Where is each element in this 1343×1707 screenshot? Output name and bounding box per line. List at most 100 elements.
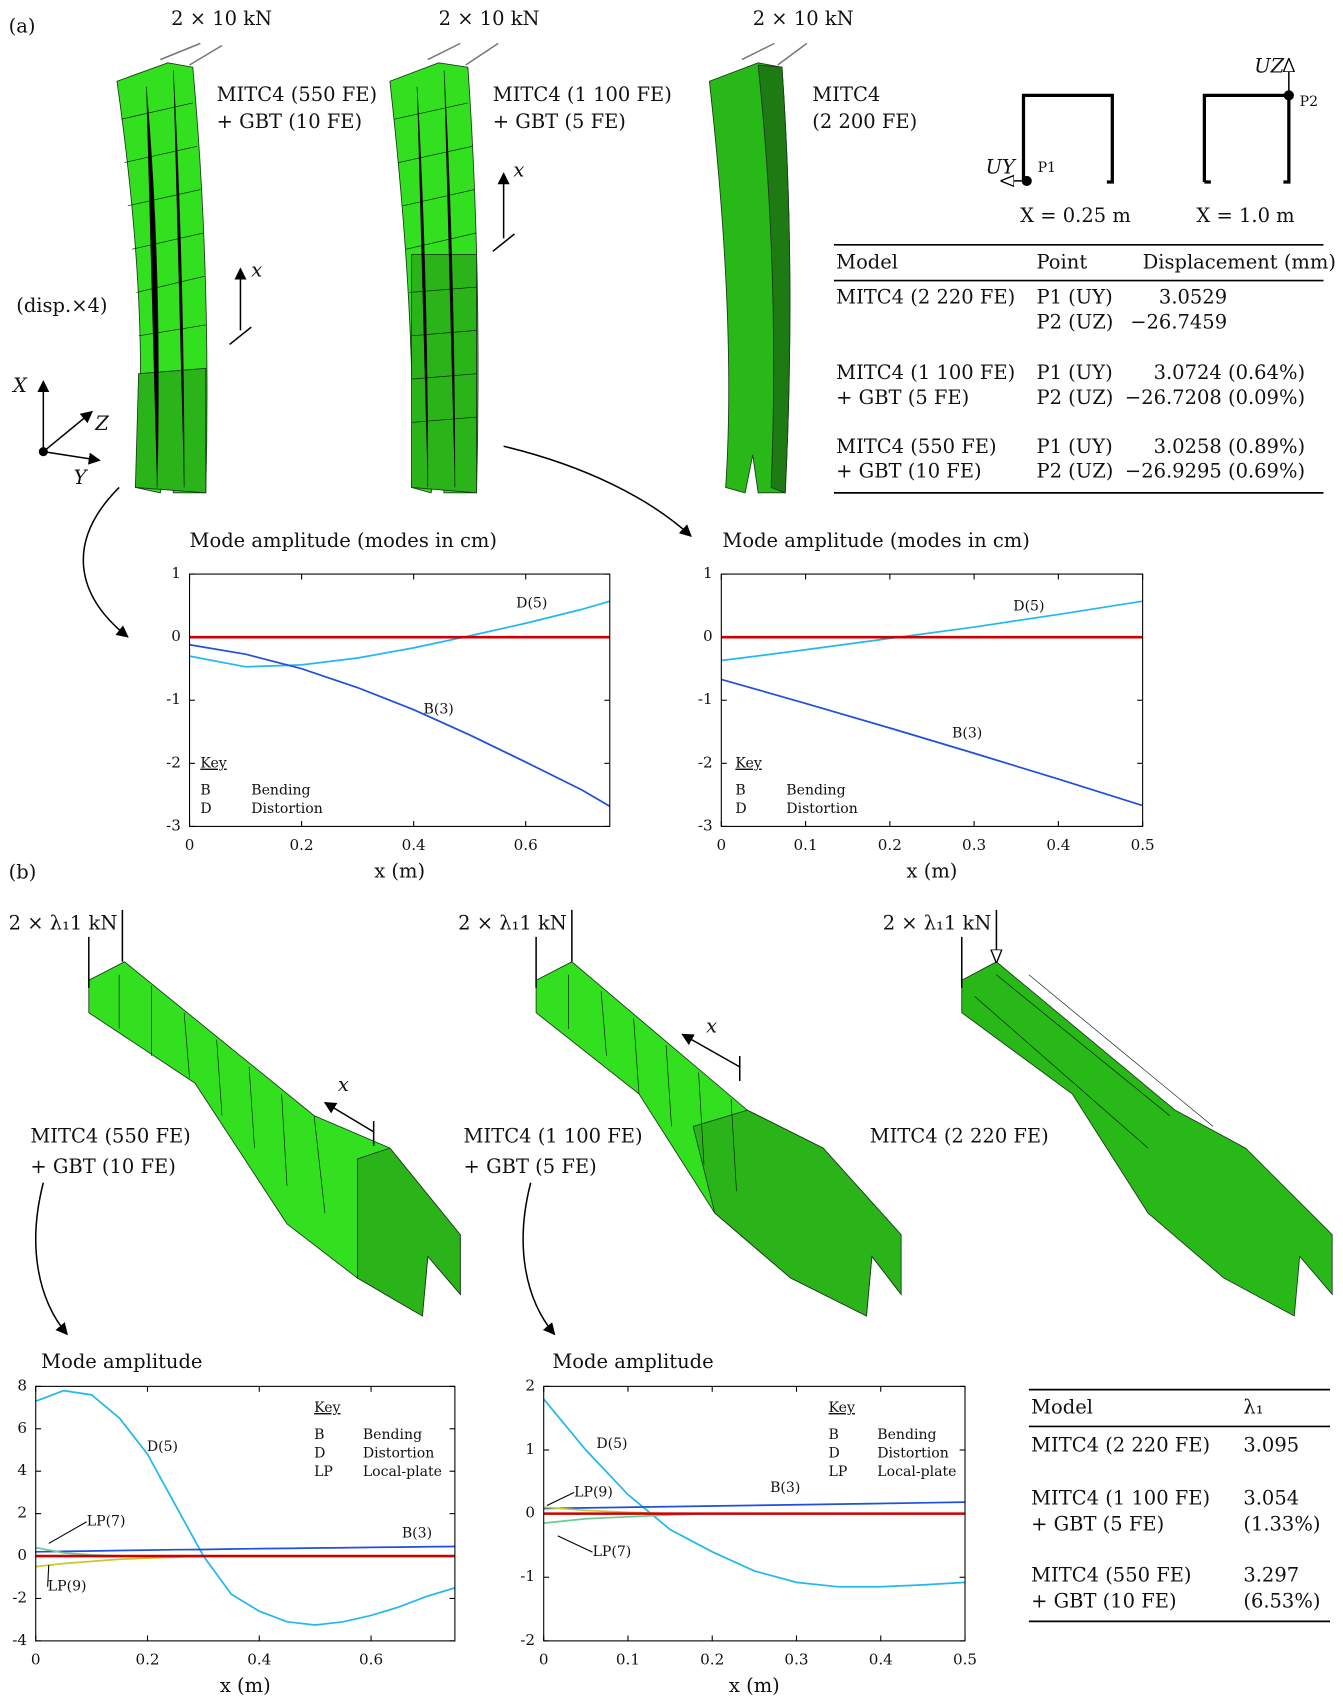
- load-label: 2 × λ₁1 kN: [9, 911, 118, 934]
- table-header: λ₁: [1243, 1396, 1263, 1419]
- panel-label: (b): [9, 860, 37, 883]
- key-text: Bending: [786, 783, 845, 799]
- model-label: MITC4 (2 220 FE): [870, 1125, 1049, 1148]
- x-tick-label: 0.6: [359, 1650, 383, 1668]
- key-title: Key: [200, 756, 226, 772]
- model-label: MITC4 (1 100 FE): [464, 1125, 643, 1148]
- x-tick-label: 0.3: [784, 1650, 808, 1668]
- y-tick-label: 6: [17, 1419, 27, 1437]
- table-cell: P1 (UY): [1036, 285, 1112, 308]
- y-tick-label: 0: [703, 627, 713, 645]
- table-cell: 3.0724 (0.64%): [1154, 361, 1305, 384]
- x-tick-label: 0.4: [1046, 836, 1070, 854]
- series-label: LP(7): [87, 1514, 126, 1530]
- table-cell: MITC4 (1 100 FE): [1031, 1487, 1210, 1510]
- axis-name: Z: [94, 412, 109, 435]
- key-code: B: [735, 783, 745, 799]
- table-cell: 3.297: [1243, 1563, 1299, 1586]
- key-code: LP: [314, 1464, 333, 1480]
- table-cell: + GBT (5 FE): [1031, 1512, 1164, 1535]
- figure: (a) 2 × 10 kN 2 × 10 kN 2 × 10 kN MITC4 …: [0, 0, 1343, 1707]
- series-label: D(5): [516, 595, 547, 611]
- panel-label: (a): [9, 15, 36, 38]
- table-header: Point: [1036, 251, 1087, 274]
- series-label: D(5): [596, 1436, 627, 1452]
- load-label: 2 × 10 kN: [753, 7, 854, 30]
- axis-name: x: [706, 1014, 717, 1037]
- section-label: P2: [1300, 94, 1318, 110]
- x-tick-label: 0.1: [616, 1650, 640, 1668]
- x-tick-label: 0: [185, 836, 195, 854]
- table-cell: MITC4 (1 100 FE): [836, 361, 1015, 384]
- x-tick-label: 0: [716, 836, 726, 854]
- y-tick-label: 2: [525, 1376, 535, 1394]
- axis-name: X: [11, 374, 28, 397]
- chart-title: Mode amplitude: [552, 1350, 713, 1373]
- key-code: D: [314, 1446, 325, 1462]
- y-tick-label: 0: [525, 1504, 535, 1522]
- key-code: D: [829, 1446, 840, 1462]
- table-cell: P2 (UZ): [1036, 386, 1113, 409]
- x-tick-label: 0.2: [290, 836, 314, 854]
- key-code: LP: [829, 1464, 848, 1480]
- load-label: 2 × 10 kN: [439, 7, 540, 30]
- key-code: B: [829, 1427, 839, 1443]
- y-tick-label: -2: [520, 1631, 535, 1649]
- key-title: Key: [829, 1400, 855, 1416]
- load-label: 2 × λ₁1 kN: [458, 911, 567, 934]
- key-text: Local-plate: [363, 1464, 442, 1480]
- series-line: [36, 1391, 455, 1625]
- model-label: + GBT (5 FE): [493, 110, 626, 133]
- model-label: + GBT (10 FE): [217, 110, 363, 133]
- table-cell: + GBT (10 FE): [1031, 1589, 1177, 1612]
- disp-note: (disp.×4): [16, 294, 107, 317]
- y-tick-label: 2: [17, 1504, 27, 1522]
- key-text: Bending: [877, 1427, 936, 1443]
- model-label: MITC4 (550 FE): [30, 1125, 190, 1148]
- y-tick-label: 4: [17, 1461, 27, 1479]
- series-line: [36, 1556, 455, 1567]
- y-tick-label: -4: [12, 1631, 27, 1649]
- key-code: B: [200, 783, 210, 799]
- table-cell: −26.9295 (0.69%): [1125, 460, 1305, 483]
- series-label: B(3): [770, 1480, 800, 1496]
- table-cell: MITC4 (2 220 FE): [1031, 1433, 1210, 1456]
- table-header: Model: [1031, 1396, 1093, 1419]
- y-tick-label: -1: [520, 1567, 535, 1585]
- series-label: LP(9): [574, 1485, 613, 1501]
- series-label: LP(9): [48, 1579, 87, 1595]
- key-text: Distortion: [363, 1446, 435, 1462]
- key-text: Distortion: [786, 801, 858, 817]
- y-tick-label: 8: [17, 1376, 27, 1394]
- section-label: P1: [1038, 160, 1056, 176]
- x-tick-label: 0.5: [953, 1650, 977, 1668]
- table-cell: + GBT (10 FE): [836, 460, 982, 483]
- y-tick-label: -1: [698, 690, 713, 708]
- y-tick-label: -2: [166, 753, 181, 771]
- table-cell: P1 (UY): [1036, 435, 1112, 458]
- x-tick-label: 0.1: [794, 836, 818, 854]
- x-axis-label: x (m): [729, 1674, 780, 1697]
- x-tick-label: 0.4: [247, 1650, 271, 1668]
- table-header: Displacement (mm): [1143, 251, 1336, 274]
- section-label: UZ: [1254, 55, 1284, 78]
- series-label: D(5): [1013, 599, 1044, 615]
- model-label: MITC4 (1 100 FE): [493, 83, 672, 106]
- x-tick-label: 0: [539, 1650, 549, 1668]
- series-line: [721, 679, 1142, 805]
- model-label: + GBT (5 FE): [464, 1155, 597, 1178]
- series-line: [721, 601, 1142, 660]
- x-tick-label: 0.2: [878, 836, 902, 854]
- y-tick-label: -2: [698, 753, 713, 771]
- table-cell: P2 (UZ): [1036, 460, 1113, 483]
- axis-name: x: [338, 1073, 349, 1096]
- series-line: [544, 1502, 965, 1508]
- table-header: Model: [836, 251, 898, 274]
- table-cell: (6.53%): [1243, 1589, 1320, 1612]
- table-cell: 3.054: [1243, 1487, 1299, 1510]
- table-cell: 3.0258 (0.89%): [1154, 435, 1305, 458]
- axis-name: Y: [74, 466, 89, 489]
- model-label: MITC4 (550 FE): [217, 83, 377, 106]
- y-tick-label: 1: [171, 564, 181, 582]
- key-text: Bending: [363, 1427, 422, 1443]
